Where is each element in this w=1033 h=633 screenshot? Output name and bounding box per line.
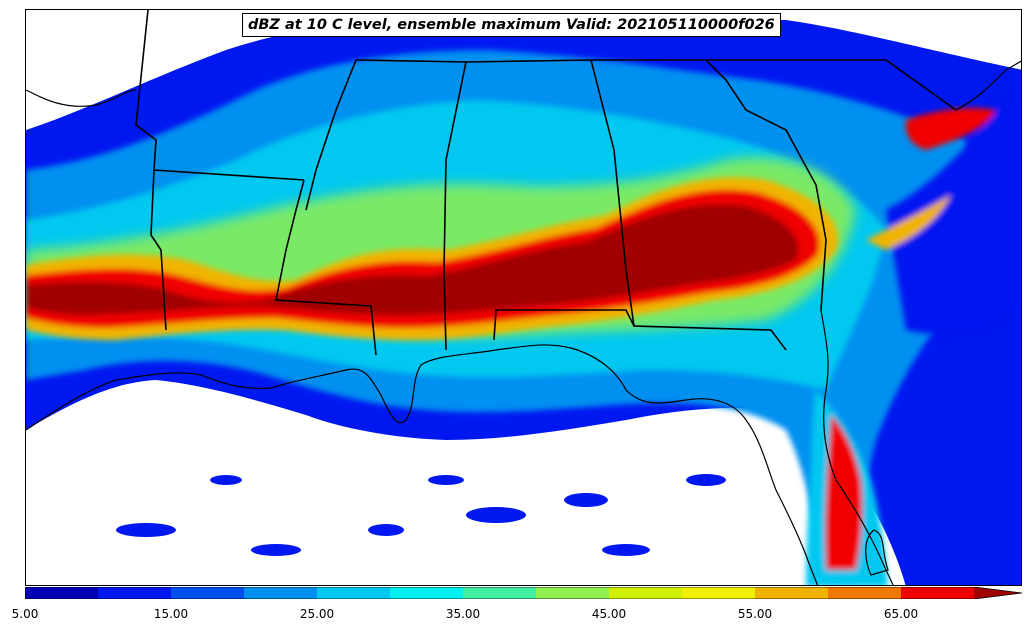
colorbar-segment [609, 587, 683, 599]
colorbar-segment [901, 587, 975, 599]
colorbar [25, 587, 1022, 599]
reflectivity-field [26, 10, 1021, 585]
colorbar-segment [828, 587, 902, 599]
coastlines [26, 60, 1021, 585]
colorbar-segment [25, 587, 99, 599]
colorbar-tick-label: 25.00 [299, 607, 335, 621]
colorbar-tick-label: 45.00 [591, 607, 627, 621]
colorbar-tick-label: 15.00 [153, 607, 189, 621]
colorbar-segment [536, 587, 610, 599]
colorbar-tick-label: 65.00 [883, 607, 919, 621]
colorbar-segment [463, 587, 537, 599]
colorbar-segment [317, 587, 391, 599]
state-boundaries [135, 10, 957, 356]
colorbar-segment [244, 587, 318, 599]
colorbar-tick-label: 5.00 [11, 607, 39, 621]
gulf-scattered-echoes [116, 474, 726, 556]
colorbar-tick-label: 35.00 [445, 607, 481, 621]
colorbar-segment [171, 587, 245, 599]
colorbar-segment [682, 587, 756, 599]
colorbar-tick-label: 55.00 [737, 607, 773, 621]
map-title: dBZ at 10 C level, ensemble maximum Vali… [242, 13, 781, 37]
radar-map [25, 9, 1022, 586]
colorbar-segment [755, 587, 829, 599]
colorbar-segment [390, 587, 464, 599]
colorbar-extend-arrow [974, 587, 1022, 599]
colorbar-segment [98, 587, 172, 599]
east-coast-band [806, 91, 1021, 585]
